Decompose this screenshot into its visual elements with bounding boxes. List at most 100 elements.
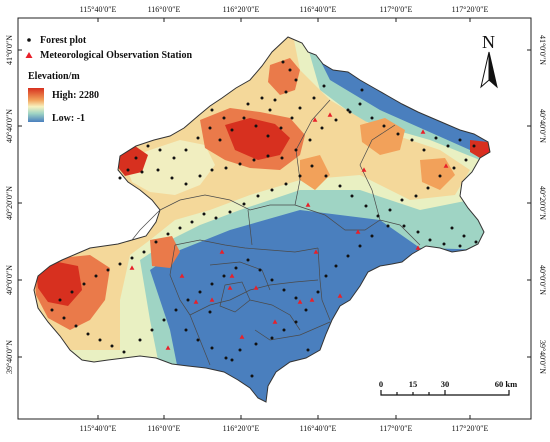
forest-plot-marker (472, 144, 476, 148)
top-label-3: 116°20′0″E (223, 5, 260, 14)
met-station-marker (443, 163, 449, 168)
forest-plot-marker (154, 240, 158, 244)
forest-plot-marker (86, 332, 90, 336)
met-station-marker (327, 112, 333, 117)
forest-plot-marker (322, 84, 326, 88)
forest-plot-marker (178, 226, 182, 230)
forest-plot-marker (184, 148, 188, 152)
met-station-marker (129, 265, 135, 270)
forest-plot-marker (258, 268, 262, 272)
forest-plot-marker (298, 174, 302, 178)
forest-plot-marker (294, 296, 298, 300)
forest-plot-marker (338, 184, 342, 188)
forest-plot-marker (74, 324, 78, 328)
forest-plot-marker (208, 310, 212, 314)
met-station-marker (219, 249, 225, 254)
met-station-marker (355, 229, 361, 234)
scale-label-30: 30 (441, 379, 450, 389)
forest-plot-marker (242, 202, 246, 206)
forest-plot-marker (210, 108, 214, 112)
forest-plot-marker (294, 320, 298, 324)
forest-plot-marker (134, 156, 138, 160)
forest-plot-marker (260, 96, 264, 100)
forest-plot-marker (284, 90, 288, 94)
forest-plot-marker (270, 278, 274, 282)
forest-plot-marker (230, 358, 234, 362)
forest-plot-marker (281, 60, 285, 64)
forest-plot-marker (170, 176, 174, 180)
forest-plot-marker (458, 138, 462, 142)
forest-plot-marker (348, 110, 352, 114)
forest-plot-marker (324, 274, 328, 278)
right-label-2: 40°40′0″N (538, 109, 547, 143)
forest-plot-marker (196, 338, 200, 342)
met-station-marker (361, 167, 367, 172)
forest-plot-marker (184, 328, 188, 332)
forest-plot-marker (400, 198, 404, 202)
met-station-marker (309, 297, 315, 302)
right-label-4: 40°0′0″N (538, 265, 547, 295)
forest-plot-marker (386, 224, 390, 228)
met-station-marker (253, 285, 259, 290)
forest-plot-marker (162, 318, 166, 322)
forest-plot-marker (208, 126, 212, 130)
scale-bar: 0 15 30 60 km (379, 379, 517, 396)
met-station-marker (179, 273, 185, 278)
forest-plot-marker (256, 194, 260, 198)
forest-plot-marker (279, 126, 283, 130)
forest-plot-marker (238, 348, 242, 352)
forest-plot-marker (50, 308, 54, 312)
forest-plot-marker (324, 174, 328, 178)
legend-low: Low: -1 (52, 113, 85, 124)
forest-plot-marker (268, 108, 272, 112)
top-label-6: 117°20′0″E (452, 5, 489, 14)
forest-plot-marker (202, 212, 206, 216)
forest-plot-marker (370, 116, 374, 120)
forest-plot-marker (210, 168, 214, 172)
forest-plot-marker (214, 216, 218, 220)
met-station-marker (227, 285, 233, 290)
forest-plot-marker (290, 116, 294, 120)
left-label-5: 39°40′0″N (5, 340, 14, 374)
forest-plot-marker (246, 258, 250, 262)
forest-plot-marker (210, 282, 214, 286)
forest-plot-marker (230, 128, 234, 132)
forest-plot-marker (158, 148, 162, 152)
met-station-marker (415, 245, 421, 250)
forest-plot-marker (62, 316, 66, 320)
north-arrow-right (488, 51, 498, 89)
forest-plot-marker (294, 148, 298, 152)
forest-plot-marker (140, 170, 144, 174)
forest-plot-marker (376, 214, 380, 218)
forest-plot-marker (58, 298, 62, 302)
forest-plot-marker (94, 274, 98, 278)
forest-plot-marker (126, 168, 130, 172)
forest-plot-marker (452, 166, 456, 170)
forest-plot-marker (288, 68, 292, 72)
forest-plot-marker (358, 102, 362, 106)
met-station-marker (239, 334, 245, 339)
forest-plot-marker (270, 336, 274, 340)
forest-plot-marker (172, 156, 176, 160)
forest-plot-marker (266, 134, 270, 138)
right-label-5: 39°40′0″N (538, 340, 547, 374)
forest-plot-marker (70, 290, 74, 294)
left-label-3: 40°20′0″N (5, 186, 14, 220)
forest-plot-marker (252, 158, 256, 162)
top-label-5: 117°0′0″E (380, 5, 413, 14)
forest-plot-marker (426, 186, 430, 190)
forest-plot-marker (284, 182, 288, 186)
met-station-marker (209, 297, 215, 302)
scale-label-0: 0 (379, 379, 383, 389)
forest-plot-marker (428, 238, 432, 242)
top-label-1: 115°40′0″E (80, 5, 117, 14)
forest-plot-marker (210, 346, 214, 350)
top-label-4: 116°40′0″E (300, 5, 337, 14)
forest-plot-marker (254, 124, 258, 128)
forest-plot-marker (464, 158, 468, 162)
forest-plot-marker (346, 254, 350, 258)
right-label-3: 40°20′0″N (538, 186, 547, 220)
forest-plot-marker (273, 98, 277, 102)
